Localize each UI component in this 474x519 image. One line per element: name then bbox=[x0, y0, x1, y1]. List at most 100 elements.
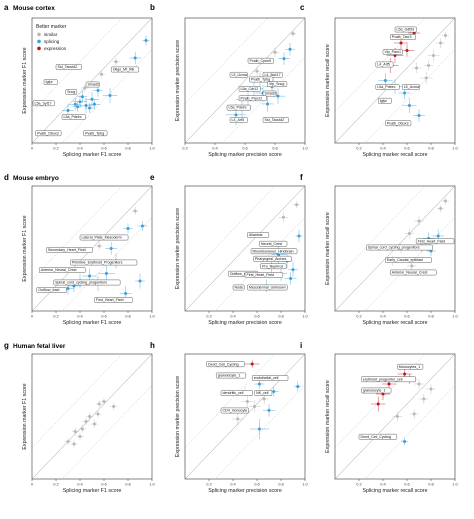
diagonal-lines bbox=[185, 186, 305, 311]
x-tick-label: 1.0 bbox=[149, 482, 155, 487]
annotation-label: Igfpr bbox=[380, 99, 388, 103]
x-tick-label: 0.4 bbox=[77, 314, 83, 319]
annotation-box bbox=[220, 390, 253, 396]
legend-marker-splicing bbox=[37, 39, 41, 44]
annotation-box bbox=[220, 407, 249, 414]
panel-letter: d bbox=[4, 173, 9, 182]
panel-i: i 0.2 0.4 0.6 0.8 1.0 Splicing marker recall s… bbox=[300, 341, 459, 494]
annotation-label: Secondary_Heart_Field bbox=[48, 248, 86, 252]
annotation-box bbox=[79, 234, 129, 241]
plot-frame bbox=[31, 17, 153, 144]
annotation-label: granulocyte_1 bbox=[218, 374, 241, 378]
x-tick-label: 0.8 bbox=[125, 146, 131, 151]
data-point-expression bbox=[376, 402, 380, 406]
annotation-label: First_Heart_Field bbox=[96, 298, 124, 302]
y-axis-label: Expression marker precision score bbox=[175, 376, 181, 457]
data-point-similar bbox=[78, 435, 82, 438]
x-tick-label: 0.6 bbox=[101, 146, 107, 151]
annotation-box bbox=[247, 284, 288, 291]
annotation-label: Outflow_tract bbox=[230, 272, 251, 276]
annotation-box bbox=[262, 90, 277, 97]
data-point-similar bbox=[291, 32, 295, 36]
annotation-box bbox=[238, 95, 267, 102]
annotation-box bbox=[247, 232, 270, 238]
data-point-expression bbox=[250, 362, 254, 366]
annotation-label: L5a_Pdelrc bbox=[377, 85, 395, 89]
x-tick-label: 1.0 bbox=[452, 314, 458, 319]
legend-label-expression: expression bbox=[44, 46, 67, 51]
x-tick-label: 0.4 bbox=[230, 314, 236, 319]
data-points bbox=[62, 207, 148, 301]
x-tick-label: 0.4 bbox=[380, 146, 386, 151]
diagonal-line bbox=[214, 385, 305, 479]
data-point-similar bbox=[273, 50, 277, 54]
annotation-label: Dend_Cell_Cycling bbox=[361, 435, 392, 439]
annotation-box bbox=[32, 100, 55, 107]
x-tick-label: 0.8 bbox=[278, 482, 284, 487]
annotation-label: Pvalb_Tpbg bbox=[85, 131, 104, 135]
annotation-label: Outflow_tract bbox=[38, 288, 59, 292]
data-point-splicing bbox=[92, 102, 96, 106]
y-axis-label: Expression marker F1 score bbox=[22, 383, 28, 449]
data-point-splicing bbox=[73, 102, 77, 106]
diagonal-line bbox=[61, 217, 152, 311]
x-tick-label: 0.2 bbox=[356, 482, 362, 487]
data-point-similar bbox=[415, 66, 419, 70]
data-point-similar bbox=[80, 427, 84, 431]
annotation-label: First_Heart_Field bbox=[247, 273, 275, 277]
data-point-expression bbox=[405, 49, 409, 52]
x-tick-label: 0.8 bbox=[272, 146, 278, 151]
data-point-similar bbox=[439, 207, 443, 210]
annotation-box bbox=[65, 89, 77, 95]
x-axis-label: Splicing marker recall score bbox=[362, 152, 427, 158]
diagonal-line bbox=[185, 354, 276, 448]
y-axis-label: Expression marker F1 score bbox=[22, 215, 28, 281]
annotation-box bbox=[394, 26, 417, 33]
annotation-box bbox=[70, 259, 138, 266]
data-point-splicing bbox=[78, 100, 82, 104]
data-point-similar bbox=[255, 69, 259, 73]
annotation-box bbox=[375, 61, 394, 68]
annotation-label: Pvalb_Obox3 bbox=[37, 131, 59, 135]
annotation-label: granulocyte_1 bbox=[363, 389, 386, 393]
data-point-similar bbox=[253, 405, 257, 408]
x-tick-label: 0.6 bbox=[404, 482, 410, 487]
annotation-label: Igfpr bbox=[46, 80, 54, 84]
data-point-similar bbox=[417, 219, 421, 223]
annotation-box bbox=[61, 114, 86, 120]
x-tick-label: 1.0 bbox=[452, 146, 458, 151]
y-axis-label: Expression marker F1 score bbox=[22, 47, 28, 113]
annotation-box bbox=[390, 269, 437, 276]
data-point-splicing bbox=[276, 94, 280, 98]
data-point-similar bbox=[262, 397, 266, 401]
diagonal-line bbox=[214, 217, 305, 311]
data-point-splicing bbox=[76, 105, 80, 109]
annotation-box bbox=[385, 120, 412, 127]
y-axis-label: Expression marker precision score bbox=[175, 40, 181, 121]
x-tick-label: 0.2 bbox=[53, 482, 59, 487]
data-point-splicing bbox=[80, 95, 84, 99]
data-point-splicing bbox=[272, 390, 276, 393]
x-tick-label: 0 bbox=[31, 482, 34, 487]
annotation-label: Dend_Cell_Cycling bbox=[208, 362, 239, 366]
x-tick-label: 1.0 bbox=[452, 482, 458, 487]
data-point-splicing bbox=[140, 224, 144, 228]
annotation-label: L5a_Cdr12 bbox=[241, 87, 259, 91]
data-point-similar bbox=[431, 54, 435, 57]
data-point-splicing bbox=[90, 97, 94, 101]
diagonal-line bbox=[32, 18, 152, 143]
annotation-label: Smad3 bbox=[265, 92, 276, 96]
x-tick-label: 1.0 bbox=[149, 146, 155, 151]
annotation-label: L5a_Gdf93 bbox=[397, 28, 415, 32]
legend-marker-similar bbox=[37, 32, 41, 37]
annotation-box bbox=[238, 86, 261, 92]
x-axis-label: Splicing marker precision score bbox=[208, 152, 282, 158]
annotation-box bbox=[251, 375, 289, 381]
x-tick-label: 0.6 bbox=[404, 146, 410, 151]
data-point-similar bbox=[84, 420, 88, 423]
diagonal-line bbox=[335, 354, 426, 448]
annotation-label: Primitive_Erythroid_Progenitors bbox=[72, 261, 123, 265]
x-axis-label: Splicing marker precision score bbox=[208, 488, 282, 494]
annotation-label: Pvalb_Cpne5 bbox=[250, 59, 272, 63]
annotation-box bbox=[43, 79, 58, 85]
